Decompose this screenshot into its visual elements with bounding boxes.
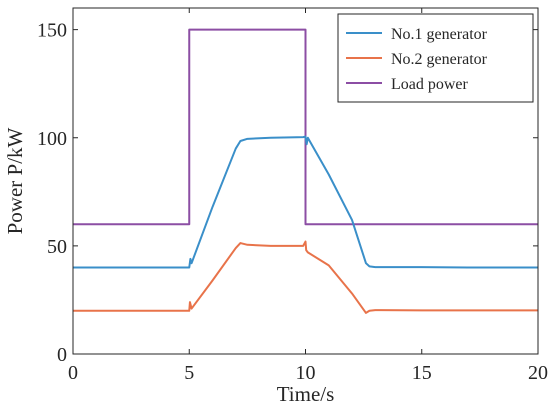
y-tick-label: 50 — [47, 236, 67, 258]
x-tick-label: 20 — [528, 362, 548, 384]
series-layer — [73, 28, 538, 314]
series-line-load-power — [73, 28, 538, 226]
axis-layer: 0 5 10 15 20 0 50 100 150 — [37, 8, 548, 384]
y-tick-label: 100 — [37, 128, 67, 150]
series-line-no-2-generator — [73, 240, 538, 314]
legend-label-load-power: Load power — [391, 76, 469, 93]
x-tick-label: 10 — [296, 362, 316, 384]
series-line-no-1-generator — [73, 135, 538, 269]
x-tick-label: 0 — [68, 362, 78, 384]
legend-label-no2-generator: No.2 generator — [391, 51, 488, 68]
y-tick-label: 150 — [37, 20, 67, 42]
legend-label-no1-generator: No.1 generator — [391, 26, 488, 43]
legend: No.1 generator No.2 generator Load power — [337, 13, 534, 103]
x-tick-label: 15 — [412, 362, 432, 384]
y-axis-label: Power P/kW — [3, 127, 27, 234]
x-axis-label: Time/s — [277, 382, 335, 406]
y-tick-label: 0 — [57, 344, 67, 366]
x-tick-label: 5 — [184, 362, 194, 384]
